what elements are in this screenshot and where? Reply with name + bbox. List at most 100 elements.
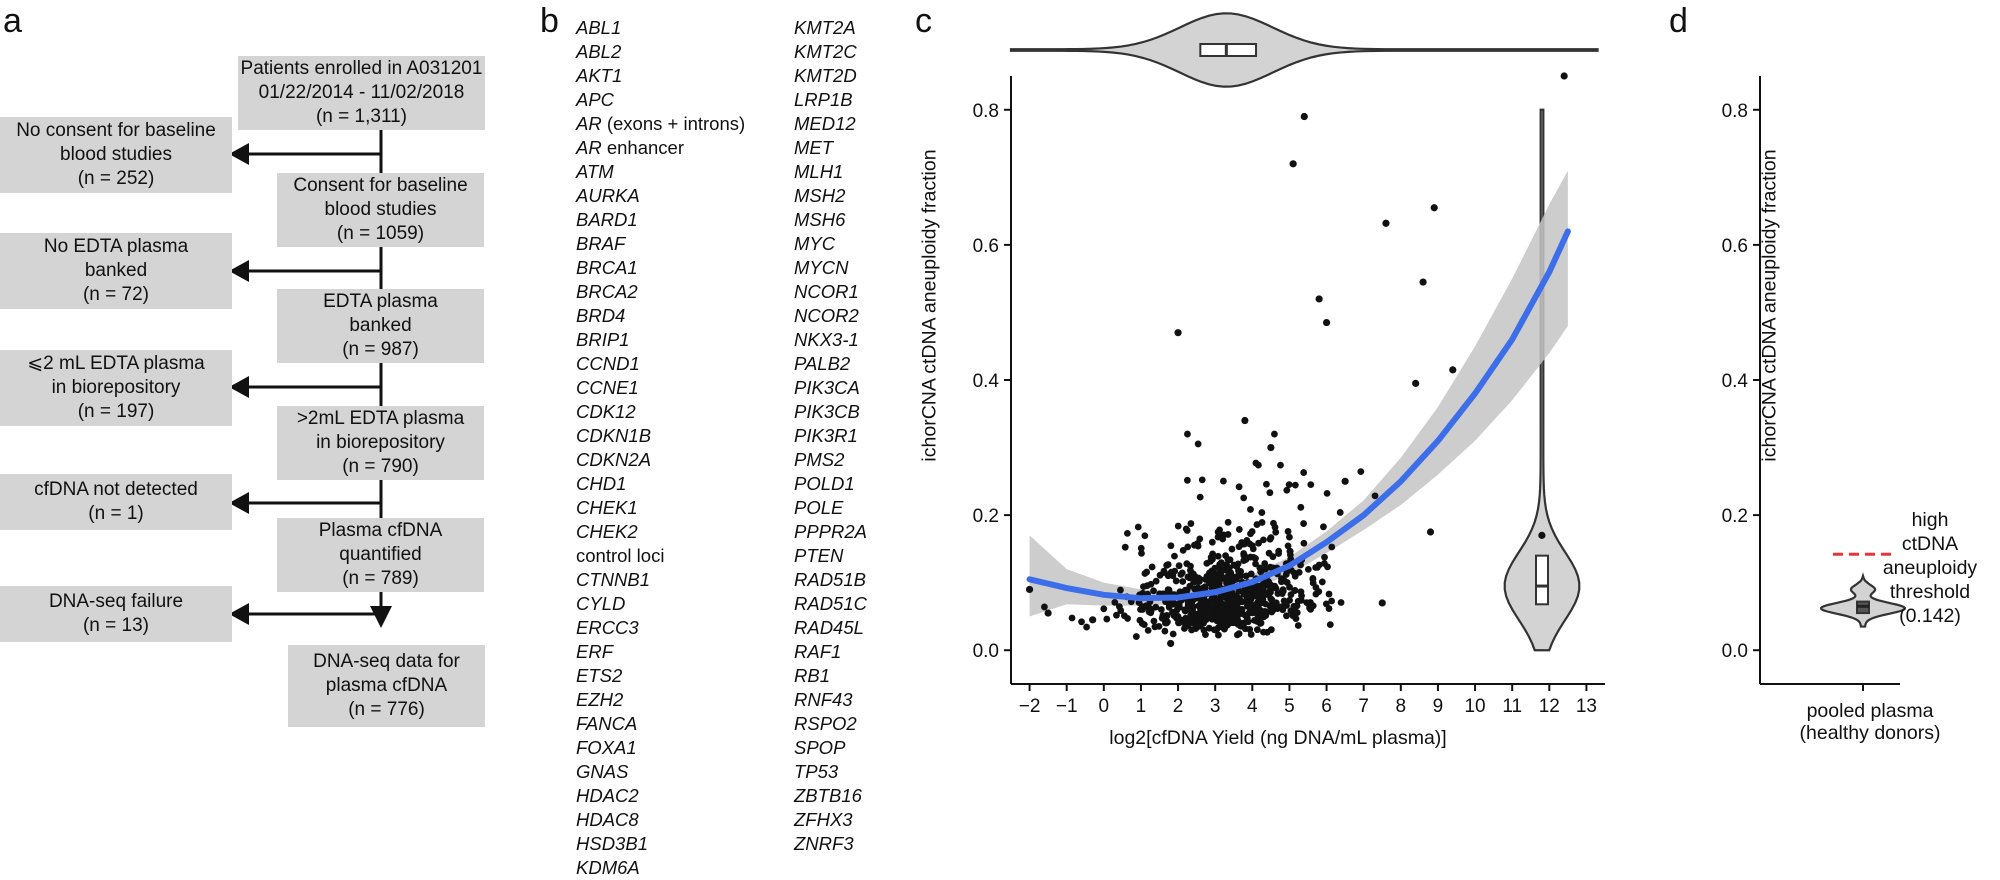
flow-box-line: DNA-seq data for [313, 651, 460, 672]
gene-symbol: control loci [576, 545, 665, 566]
scatter-point [1241, 416, 1249, 425]
gene-item: MED12 [794, 113, 856, 134]
scatter-point [1219, 535, 1227, 543]
scatter-point [1167, 542, 1175, 550]
scatter-point [1146, 604, 1154, 612]
gene-item: CDKN1B [576, 424, 745, 448]
scatter-point [1283, 486, 1291, 494]
gene-item: CDKN2A [576, 448, 745, 472]
scatter-point [1253, 521, 1261, 528]
scatter-point [1192, 623, 1200, 631]
scatter-point [1272, 528, 1280, 536]
gene-item: PMS2 [794, 449, 845, 470]
scatter-point [1132, 633, 1140, 640]
gene-item: MLH1 [794, 161, 844, 182]
scatter-point [1244, 592, 1252, 599]
healthy-donor-violin [1819, 552, 1907, 628]
scatter-point [1205, 607, 1213, 615]
scatter-point [1138, 549, 1145, 557]
scatter-point [1279, 586, 1287, 594]
scatter-point [1337, 599, 1345, 606]
gene-item: CHEK2 [576, 520, 745, 544]
panel-letter-b: b [540, 2, 559, 40]
scatter-point [1183, 560, 1191, 568]
scatter-point [1157, 606, 1165, 613]
scatter-point [1267, 443, 1275, 452]
gene-symbol: KDM6A [576, 857, 640, 878]
scatter-point [1357, 468, 1365, 476]
scatter-point [1323, 489, 1331, 497]
gene-symbol: ERF [576, 641, 613, 662]
gene-item: KMT2C [794, 41, 857, 62]
scatter-point [1203, 573, 1211, 580]
flow-box-line: >2mL EDTA plasma [296, 408, 465, 429]
scatter-point [1412, 379, 1420, 387]
flow-box-line: No EDTA plasma [43, 236, 189, 257]
gene-item: HDAC8 [576, 808, 745, 832]
flow-box-enrolled: Patients enrolled in A031201 01/22/2014 … [238, 56, 485, 130]
scatter-point [1176, 588, 1184, 596]
gene-symbol: ABL2 [576, 41, 622, 62]
scatter-point [1219, 608, 1227, 616]
flow-box-quantified: Plasma cfDNA quantified (n = 789) [277, 518, 484, 592]
x-tick-label: 7 [1358, 696, 1369, 717]
scatter-point [1328, 543, 1336, 551]
scatter-point [1183, 476, 1191, 484]
gene-item: BRD4 [576, 304, 745, 328]
y-tick-label: 0.0 [1722, 641, 1748, 662]
scatter-point [1221, 566, 1229, 574]
flow-box-line: in biorepository [316, 432, 445, 453]
gene-annotation: (exons + introns) [601, 113, 746, 134]
scatter-point [1164, 561, 1172, 568]
y-tick-label: 0.2 [973, 506, 999, 527]
gene-symbol: ABL1 [576, 17, 622, 38]
scatter-point [1242, 572, 1250, 580]
flow-box-line: (n = 72) [82, 284, 149, 305]
scatter-point [1263, 480, 1270, 488]
scatter-point [1121, 543, 1129, 551]
panel-letter-d: d [1669, 2, 1688, 40]
gene-item: RAD45L [794, 617, 864, 638]
gene-symbol: CHD1 [576, 473, 627, 494]
scatter-point [1169, 630, 1177, 638]
gene-item: ZBTB16 [794, 785, 862, 806]
gene-symbol: HDAC8 [576, 809, 639, 830]
scatter-point [1187, 612, 1195, 619]
gene-symbol: FANCA [576, 713, 638, 734]
gene-item: RAD51C [794, 593, 867, 614]
gene-symbol: BRCA1 [576, 257, 638, 278]
scatter-point [1261, 560, 1269, 567]
flow-box-line: cfDNA not detected [34, 479, 198, 500]
gene-item: CDK12 [576, 400, 745, 424]
gene-symbol: CTNNB1 [576, 569, 651, 590]
y-tick-label: 0.8 [973, 101, 999, 122]
gene-symbol: APC [576, 89, 615, 110]
x-tick-label: −1 [1056, 696, 1078, 717]
scatter-point [1286, 596, 1293, 604]
scatter-point [1261, 589, 1269, 596]
gene-item: ABL1 [576, 16, 745, 40]
flow-box-biorepository: >2mL EDTA plasma in biorepository (n = 7… [277, 406, 484, 480]
gene-item: PIK3R1 [794, 425, 858, 446]
scatter-point [1306, 604, 1313, 612]
scatter-point [1044, 609, 1052, 617]
gene-symbol: CCNE1 [576, 377, 639, 398]
threshold-line-text: aneuploidy [1882, 557, 1978, 579]
scatter-point [1300, 520, 1307, 527]
gene-item: MYCN [794, 257, 849, 278]
scatter-point [1215, 631, 1222, 639]
scatter-point [1198, 476, 1206, 484]
scatter-point [1255, 614, 1263, 621]
x-tick-label: 13 [1576, 696, 1597, 717]
scatter-point [1321, 553, 1328, 561]
scatter-point [1320, 523, 1327, 531]
scatter-point [1250, 584, 1257, 592]
scatter-point [1211, 564, 1219, 572]
threshold-line-text: ctDNA [1901, 533, 1959, 555]
gene-symbol: AKT1 [576, 65, 623, 86]
scatter-point [1235, 567, 1242, 575]
scatter-point [1278, 575, 1285, 583]
scatter-point [1318, 578, 1326, 586]
gene-symbol: CDKN2A [576, 449, 652, 470]
scatter-point [1247, 506, 1254, 513]
